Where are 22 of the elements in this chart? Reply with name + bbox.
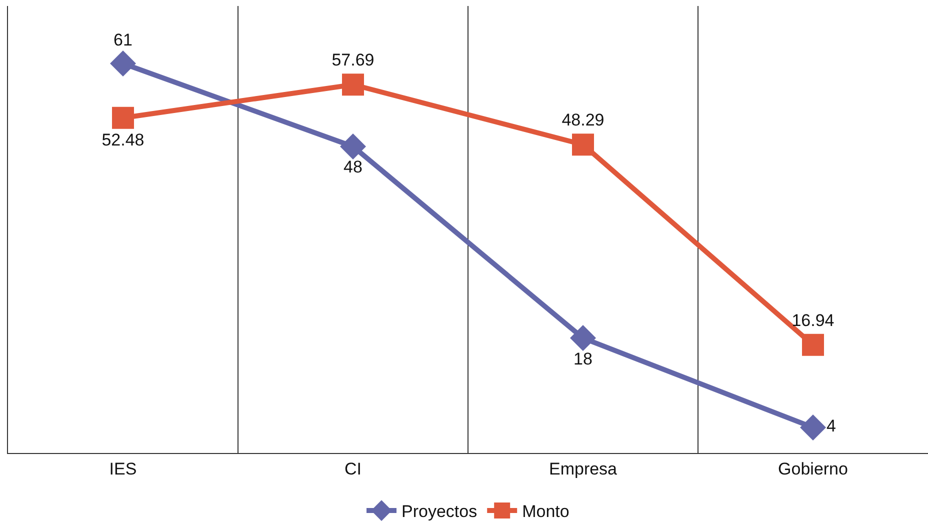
- x-tick-label: IES: [109, 459, 137, 478]
- point: [112, 106, 134, 129]
- x-tick-label: CI: [344, 459, 362, 478]
- data-label: 61: [114, 30, 132, 50]
- point: [110, 50, 136, 76]
- legend-label: Proyectos: [402, 502, 478, 522]
- data-label: 16.94: [792, 310, 834, 330]
- legend-label: Monto: [522, 502, 570, 522]
- point: [340, 133, 366, 160]
- point: [570, 325, 596, 352]
- data-label: 4: [826, 416, 836, 436]
- data-label: 18: [574, 349, 592, 368]
- point: [342, 74, 364, 96]
- data-label: 48: [344, 158, 362, 177]
- data-label: 48.29: [562, 110, 604, 130]
- data-label: 52.48: [102, 130, 144, 150]
- point: [572, 134, 594, 156]
- x-tick-label: Empresa: [548, 459, 618, 478]
- data-label: 57.69: [332, 50, 374, 70]
- x-tick-label: Gobierno: [778, 459, 848, 478]
- point: [800, 414, 826, 440]
- point: [802, 334, 824, 356]
